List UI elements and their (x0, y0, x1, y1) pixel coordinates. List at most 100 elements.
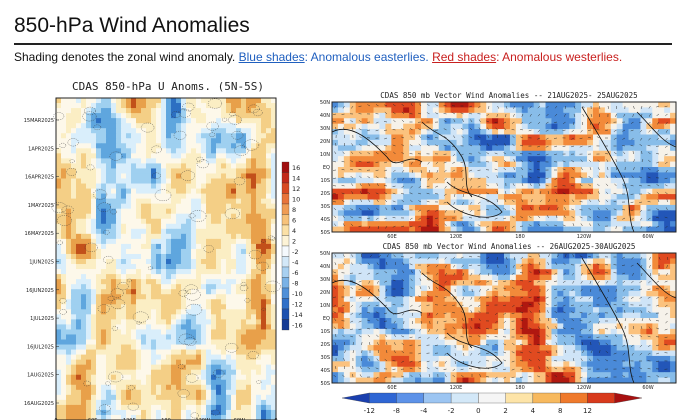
red-shades-link[interactable]: Red shades (432, 50, 497, 64)
map-top-lon-axis: 60E 120E 180 120W 60W (387, 234, 653, 240)
wind-map-top: CDAS 850 mb Vector Wind Anomalies -- 21A… (320, 91, 677, 240)
hovmoller-date-label: 16APR2025 (25, 175, 54, 181)
map-lon-label: 60W (642, 385, 653, 390)
map-lat-label: 20N (320, 139, 330, 145)
map-top-coastlines (331, 106, 677, 233)
hovmoller-date-label: 1AUG2025 (27, 373, 54, 379)
map-bottom-lon-axis: 60E 120E 180 120W 60W (387, 385, 653, 390)
map-lat-label: 10S (320, 178, 330, 184)
hovmoller-colorbar-label: 12 (292, 185, 300, 193)
page-title: 850-hPa Wind Anomalies (14, 14, 250, 37)
hovmoller-field (51, 98, 281, 420)
description: Shading denotes the zonal wind anomaly. … (14, 50, 622, 64)
map-lat-label: 30S (320, 204, 330, 210)
map-lat-label: 40N (320, 113, 330, 119)
map-lon-label: 60E (387, 234, 397, 240)
map-bottom-field (332, 253, 677, 384)
hovmoller-lon-label: 120E (123, 418, 136, 420)
map-colorbar: -12 -8 -4 -2 0 2 4 8 12 (341, 392, 643, 415)
hovmoller-colorbar-label: 10 (292, 196, 300, 204)
map-lat-label: 50N (320, 100, 330, 106)
title-divider (14, 43, 672, 45)
map-lon-label: 180 (515, 234, 525, 240)
hovmoller-lon-label: 0 (274, 418, 277, 420)
hovmoller-date-label: 16MAY2025 (25, 231, 55, 237)
hovmoller-colorbar: 16 14 12 10 8 6 4 2 -2 -4 -6 -8 -10 -12 -14 -16 (281, 161, 303, 331)
hovmoller-diagram: CDAS 850-hPa U Anoms. (5N-5S) 15MAR2025 1… (0, 76, 308, 420)
hovmoller-colorbar-label: -2 (292, 248, 298, 256)
hovmoller-date-label: 15MAR2025 (24, 118, 54, 124)
hovmoller-date-label: 1JUL2025 (30, 316, 54, 322)
map-colorbar-label: 12 (583, 407, 592, 415)
hovmoller-colorbar-label: -10 (292, 290, 303, 298)
hovmoller-date-label: 1JUN2025 (29, 260, 54, 266)
hovmoller-lon-label: 60E (88, 418, 98, 420)
map-lat-label: 50N (320, 251, 330, 257)
hovmoller-colorbar-label: -8 (292, 280, 298, 288)
map-top-title: CDAS 850 mb Vector Wind Anomalies -- 21A… (380, 91, 637, 100)
map-lat-label: 10N (320, 303, 330, 309)
map-lat-label: 30S (320, 355, 330, 361)
map-colorbar-swatches (341, 392, 643, 404)
map-colorbar-labels: -12 -8 -4 -2 0 2 4 8 12 (364, 407, 592, 415)
map-lat-label: 10S (320, 329, 330, 335)
map-top-field (332, 102, 677, 233)
map-lat-label: 10N (320, 152, 330, 158)
blue-shades-link[interactable]: Blue shades (238, 50, 305, 64)
hovmoller-colorbar-label: -16 (292, 322, 303, 330)
map-lat-label: 30N (320, 277, 330, 283)
map-lat-label: 20N (320, 290, 330, 296)
map-top-lat-axis: 50N 40N 30N 20N 10N EQ 10S 20S 30S 40S 50S (320, 100, 330, 236)
map-lat-label: 20S (320, 191, 330, 197)
hovmoller-colorbar-label: 6 (292, 217, 296, 225)
red-shades-text: : Anomalous westerlies. (496, 50, 623, 64)
map-lat-label: EQ (323, 165, 330, 171)
hovmoller-colorbar-label: -12 (292, 301, 303, 309)
blue-shades-text: : Anomalous easterlies. (304, 50, 433, 64)
map-lat-label: 50S (320, 381, 330, 387)
hovmoller-lon-label: 180 (161, 418, 171, 420)
map-lon-label: 120W (577, 385, 592, 390)
hovmoller-colorbar-label: -6 (292, 269, 298, 277)
hovmoller-title: CDAS 850-hPa U Anoms. (5N-5S) (72, 80, 264, 93)
map-colorbar-label: 4 (531, 407, 536, 415)
map-lon-label: 120E (450, 385, 463, 390)
map-lat-label: EQ (323, 316, 330, 322)
hovmoller-date-label: 16JUN2025 (26, 288, 54, 294)
hovmoller-colorbar-label: 8 (292, 206, 296, 214)
map-colorbar-label: -2 (448, 407, 455, 415)
map-lat-label: 30N (320, 126, 330, 132)
map-lon-label: 60E (387, 385, 397, 390)
hovmoller-date-label: 16AUG2025 (24, 401, 54, 407)
hovmoller-colorbar-label: 16 (292, 164, 300, 172)
hovmoller-colorbar-label: 4 (292, 227, 296, 235)
map-lon-label: 180 (515, 385, 525, 390)
hovmoller-lon-label: 0 (54, 418, 57, 420)
map-lat-label: 50S (320, 230, 330, 236)
map-colorbar-label: 2 (503, 407, 507, 415)
map-bottom-vectors (332, 253, 669, 380)
hovmoller-lon-axis: 0 60E 120E 180 120W 60W 0 (54, 418, 277, 420)
map-lon-label: 120E (450, 234, 463, 240)
map-lat-label: 40S (320, 217, 330, 223)
hovmoller-date-label: 1APR2025 (28, 146, 54, 152)
map-colorbar-label: 0 (476, 407, 480, 415)
description-prefix: Shading denotes the zonal wind anomaly. (14, 50, 239, 64)
map-lat-label: 20S (320, 342, 330, 348)
hovmoller-colorbar-label: 2 (292, 238, 296, 246)
map-lat-label: 40S (320, 368, 330, 374)
hovmoller-colorbar-label: -14 (292, 311, 303, 319)
hovmoller-lon-label: 60W (234, 418, 245, 420)
map-colorbar-label: -8 (393, 407, 400, 415)
map-bottom-title: CDAS 850 mb Vector Wind Anomalies -- 26A… (383, 242, 636, 251)
map-top-vectors (332, 103, 668, 230)
map-colorbar-label: 8 (558, 407, 562, 415)
map-lon-label: 60W (642, 234, 653, 240)
map-lon-label: 120W (577, 234, 592, 240)
map-bottom-coastlines (331, 257, 677, 384)
hovmoller-lon-label: 120W (195, 418, 210, 420)
map-lat-label: 40N (320, 264, 330, 270)
map-colorbar-label: -4 (420, 407, 428, 415)
wind-map-bottom: CDAS 850 mb Vector Wind Anomalies -- 26A… (320, 242, 677, 390)
hovmoller-colorbar-label: -4 (292, 259, 298, 267)
